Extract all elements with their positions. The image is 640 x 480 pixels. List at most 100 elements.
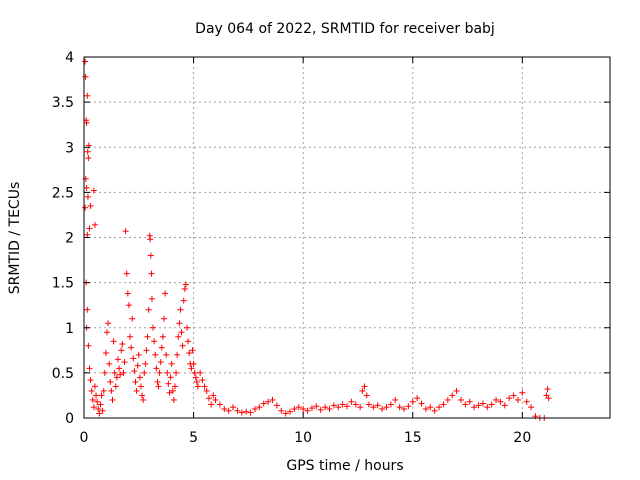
data-point (352, 401, 359, 408)
data-point (127, 333, 134, 340)
data-point (141, 369, 148, 376)
data-point (361, 383, 368, 390)
data-point (475, 402, 482, 409)
data-point (148, 270, 155, 277)
data-point (119, 340, 126, 347)
data-point (147, 252, 154, 259)
data-point (166, 389, 173, 396)
data-point (194, 383, 201, 390)
data-point (160, 315, 167, 322)
data-point (125, 302, 132, 309)
data-point (308, 405, 315, 412)
data-point (409, 398, 416, 405)
y-tick-label: 3.5 (52, 95, 74, 111)
data-point (359, 387, 366, 394)
data-point (501, 402, 508, 409)
data-point (82, 58, 89, 65)
data-point (114, 356, 121, 363)
data-point (251, 405, 258, 412)
data-point (84, 92, 91, 99)
x-tick-label: 10 (294, 430, 312, 446)
data-point (167, 374, 174, 381)
data-point (493, 396, 500, 403)
data-point (330, 402, 337, 409)
data-point (134, 362, 141, 369)
data-point (129, 315, 136, 322)
data-point (95, 405, 102, 412)
data-point (497, 398, 504, 405)
data-point (88, 387, 95, 394)
data-point (528, 404, 535, 411)
data-point (104, 329, 111, 336)
data-point (170, 396, 177, 403)
data-point (83, 119, 90, 126)
data-point (84, 148, 91, 155)
data-point (453, 387, 460, 394)
data-point (466, 398, 473, 405)
data-point (136, 374, 143, 381)
data-point (94, 398, 101, 405)
y-tick-label: 2.5 (52, 185, 74, 201)
x-axis-label: GPS time / hours (286, 458, 403, 474)
data-point (510, 392, 517, 399)
data-point (132, 378, 139, 385)
data-point (117, 371, 124, 378)
data-point (157, 359, 164, 366)
data-point (216, 401, 223, 408)
data-point (260, 400, 267, 407)
data-point (108, 387, 115, 394)
data-point (514, 396, 521, 403)
data-point (273, 402, 280, 409)
data-point (322, 404, 329, 411)
data-point (82, 73, 89, 80)
data-point (457, 396, 464, 403)
data-point (506, 395, 513, 402)
data-point (201, 383, 208, 390)
data-point (400, 405, 407, 412)
data-point (133, 387, 140, 394)
data-point (484, 404, 491, 411)
data-point (295, 404, 302, 411)
data-point (111, 369, 118, 376)
data-point (156, 369, 163, 376)
data-point (144, 333, 151, 340)
data-point (105, 320, 112, 327)
y-tick-label: 0 (65, 411, 74, 427)
data-point (192, 374, 199, 381)
data-point (96, 410, 103, 417)
data-point (91, 383, 98, 390)
data-point (304, 407, 311, 414)
data-point (91, 221, 98, 228)
data-point (147, 236, 154, 243)
data-point (230, 404, 237, 411)
data-point (374, 402, 381, 409)
data-point (188, 365, 195, 372)
data-point (113, 374, 120, 381)
data-point (179, 342, 186, 349)
data-point (182, 281, 189, 288)
data-point (84, 231, 91, 238)
data-point (180, 297, 187, 304)
data-point (357, 404, 364, 411)
data-point (387, 401, 394, 408)
x-tick-label: 5 (189, 430, 198, 446)
data-point (238, 409, 245, 416)
data-point (300, 405, 307, 412)
y-tick-label: 2 (65, 231, 74, 247)
data-point (191, 369, 198, 376)
grid (84, 57, 610, 418)
data-point (313, 403, 320, 410)
data-point (210, 392, 217, 399)
data-point (100, 387, 107, 394)
data-point (124, 290, 131, 297)
data-point (174, 351, 181, 358)
data-point (247, 409, 254, 416)
data-point (414, 395, 421, 402)
data-point (97, 401, 104, 408)
y-axis-label: SRMTID / TECUs (7, 182, 23, 295)
data-point (110, 338, 117, 345)
x-tick-label: 0 (80, 430, 89, 446)
data-point (84, 193, 91, 200)
data-point (168, 360, 175, 367)
data-point (523, 398, 530, 405)
